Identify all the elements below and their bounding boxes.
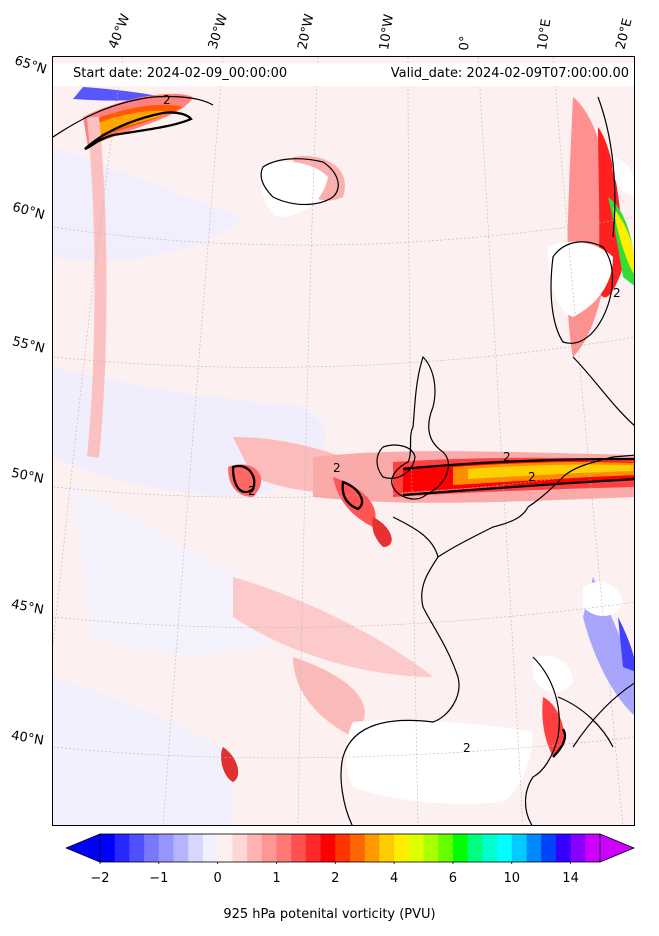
colorbar-swatch — [247, 834, 263, 862]
colorbar-swatch — [570, 834, 586, 862]
colorbar-swatch — [202, 834, 219, 862]
masked-terrain — [261, 157, 634, 804]
colorbar-swatch — [305, 834, 322, 862]
latitude-label: 50°N — [9, 465, 45, 488]
contour-label: 2 — [503, 450, 511, 464]
longitude-label: 10°W — [377, 13, 397, 51]
colorbar-swatch — [320, 834, 336, 862]
start-date-label: Start date: 2024-02-09_00:00:00 — [73, 66, 288, 81]
header-band — [53, 63, 634, 86]
colorbar-extend-low — [66, 833, 101, 863]
colorbar-swatch — [129, 834, 145, 862]
contour-label: 2 — [333, 461, 341, 475]
valid-date-label: Valid_date: 2024-02-09T07:00:00.00 — [390, 66, 629, 81]
colorbar-swatch — [188, 834, 204, 862]
colorbar-swatch — [585, 834, 601, 862]
colorbar-swatch — [114, 834, 130, 862]
colorbar-swatch — [438, 834, 454, 862]
longitude-label: 20°E — [613, 17, 636, 51]
colorbar — [66, 833, 636, 864]
colorbar-swatch — [232, 834, 248, 862]
longitude-label: 30°W — [205, 12, 232, 51]
longitude-label: 0° — [457, 35, 474, 51]
colorbar-swatch — [217, 834, 233, 862]
colorbar-tick-label: 4 — [389, 871, 399, 886]
colorbar-outline — [99, 833, 601, 863]
vorticity-map: 2 2 2 2 2 2 2 2 — [53, 57, 635, 825]
colorbar-swatch — [276, 834, 292, 862]
latitude-label: 65°N — [12, 53, 49, 78]
colorbar-swatch — [555, 834, 572, 862]
contour-label: 2 — [633, 678, 635, 692]
colorbar-swatch — [482, 834, 498, 862]
latitude-label: 55°N — [10, 334, 47, 357]
colorbar-swatch — [541, 834, 557, 862]
colorbar-tick-label: 10 — [503, 871, 521, 886]
longitude-label: 10°E — [535, 17, 555, 51]
colorbar-swatch — [526, 834, 542, 862]
colorbar-tick-label: −2 — [90, 871, 110, 886]
latitude-label: 45°N — [9, 597, 45, 618]
contour-label: 2 — [248, 484, 256, 498]
colorbar-swatch — [291, 834, 307, 862]
colorbar-swatch — [408, 834, 425, 862]
contour-label: 2 — [463, 741, 471, 755]
colorbar-tick-label: 2 — [331, 871, 340, 886]
colorbar-swatch — [452, 834, 469, 862]
colorbar-swatch — [261, 834, 277, 862]
map-panel: 2 2 2 2 2 2 2 2 — [52, 56, 635, 826]
contour-label: 2 — [613, 286, 621, 300]
colorbar-tick-label: 0 — [213, 871, 222, 886]
colorbar-swatch — [144, 834, 160, 862]
colorbar-swatch — [467, 834, 483, 862]
contour-label: 2 — [528, 470, 536, 484]
colorbar-tick-label: −1 — [149, 871, 169, 886]
colorbar-swatch — [100, 834, 116, 862]
pv-2-contours — [84, 111, 634, 758]
colorbar-label: 925 hPa potenital vorticity (PVU) — [223, 907, 436, 922]
colorbar-swatch — [364, 834, 380, 862]
latitude-label: 60°N — [10, 199, 47, 224]
colorbar-swatch — [511, 834, 527, 862]
colorbar-swatch — [335, 834, 351, 862]
colorbar-swatch — [379, 834, 395, 862]
colorbar-swatch — [497, 834, 513, 862]
colorbar-swatch — [350, 834, 366, 862]
colorbar-tick-label: 1 — [272, 871, 281, 886]
longitude-label: 40°W — [106, 12, 134, 51]
colorbar-swatch — [173, 834, 189, 862]
colorbar-tick-label: 14 — [562, 871, 579, 886]
colorbar-swatch — [158, 834, 175, 862]
contour-labels: 2 2 2 2 2 2 2 2 — [163, 93, 635, 755]
longitude-label: 20°W — [295, 12, 318, 51]
latitude-label: 40°N — [9, 728, 45, 749]
colorbar-swatch — [394, 834, 410, 862]
contour-label: 2 — [163, 93, 171, 107]
colorbar-tick-label: 6 — [448, 871, 458, 886]
colorbar-swatch — [423, 834, 439, 862]
colorbar-extend-high — [599, 833, 636, 863]
